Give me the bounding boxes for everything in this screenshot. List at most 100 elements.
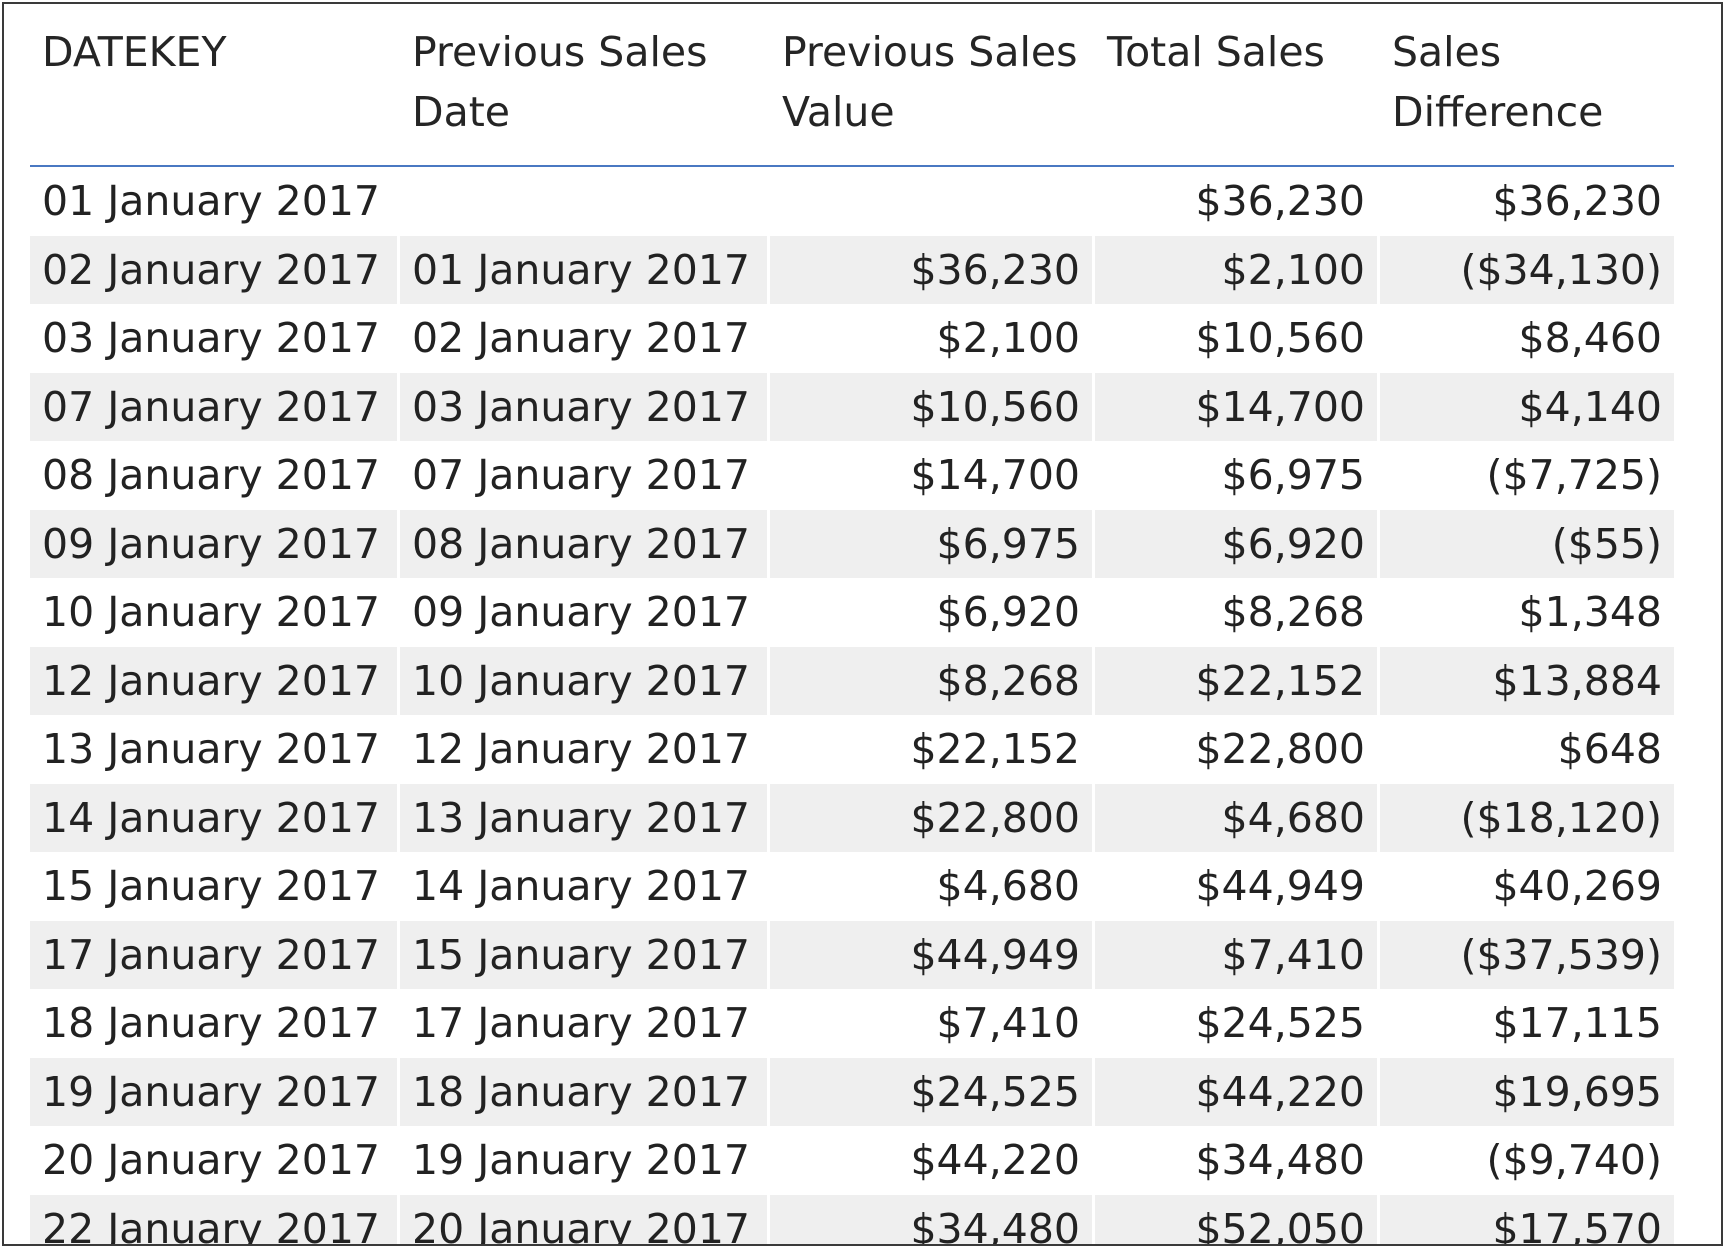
cell-datekey: 03 January 2017 <box>30 304 400 373</box>
cell-total-sales: $22,800 <box>1095 715 1380 784</box>
table-row[interactable]: 03 January 2017 02 January 2017 $2,100 $10,… <box>30 304 1674 373</box>
cell-datekey: 07 January 2017 <box>30 372 400 441</box>
cell-previous-sales-date: 01 January 2017 <box>400 235 770 304</box>
cell-datekey: 10 January 2017 <box>30 578 400 647</box>
cell-previous-sales-date: 10 January 2017 <box>400 646 770 715</box>
table-row[interactable]: 07 January 2017 03 January 2017 $10,560 $14… <box>30 372 1674 441</box>
cell-previous-sales-date: 08 January 2017 <box>400 509 770 578</box>
cell-previous-sales-date: 17 January 2017 <box>400 989 770 1058</box>
cell-total-sales: $22,152 <box>1095 646 1380 715</box>
cell-previous-sales-value: $2,100 <box>770 304 1095 373</box>
cell-datekey: 12 January 2017 <box>30 646 400 715</box>
column-header-previous-sales-date[interactable]: Previous Sales Date <box>412 28 708 136</box>
cell-sales-difference: $36,230 <box>1492 177 1662 225</box>
cell-previous-sales-date: 03 January 2017 <box>400 372 770 441</box>
cell-sales-difference: ($37,539) <box>1460 930 1662 979</box>
cell-sales-difference: $4,140 <box>1518 382 1662 431</box>
cell-total-sales: $2,100 <box>1095 235 1380 304</box>
cell-sales-difference: ($55) <box>1551 519 1662 568</box>
cell-sales-difference: $40,269 <box>1492 862 1662 910</box>
cell-previous-sales-date: 18 January 2017 <box>400 1057 770 1126</box>
cell-datekey: 13 January 2017 <box>30 715 400 784</box>
cell-previous-sales-value: $10,560 <box>770 372 1095 441</box>
cell-datekey: 20 January 2017 <box>30 1126 400 1195</box>
cell-previous-sales-value: $6,920 <box>770 578 1095 647</box>
table-row[interactable]: 20 January 2017 19 January 2017 $44,220 $34… <box>30 1126 1674 1195</box>
table-row[interactable]: 09 January 2017 08 January 2017 $6,975 $6,9… <box>30 509 1674 578</box>
table-row[interactable]: 10 January 2017 09 January 2017 $6,920 $8,2… <box>30 578 1674 647</box>
cell-sales-difference: $8,460 <box>1518 314 1662 362</box>
table-row[interactable]: 18 January 2017 17 January 2017 $7,410 $24,… <box>30 989 1674 1058</box>
cell-sales-difference: $19,695 <box>1492 1067 1662 1116</box>
cell-datekey: 02 January 2017 <box>30 235 400 304</box>
cell-previous-sales-date: 09 January 2017 <box>400 578 770 647</box>
cell-total-sales: $52,050 <box>1095 1194 1380 1244</box>
column-header-previous-sales-value[interactable]: Previous Sales Value <box>782 28 1078 136</box>
table-row[interactable]: 08 January 2017 07 January 2017 $14,700 $6,… <box>30 441 1674 510</box>
cell-sales-difference: $17,115 <box>1492 999 1662 1047</box>
cell-previous-sales-date: 02 January 2017 <box>400 304 770 373</box>
cell-previous-sales-date: 07 January 2017 <box>400 441 770 510</box>
cell-previous-sales-value: $8,268 <box>770 646 1095 715</box>
cell-previous-sales-value: $14,700 <box>770 441 1095 510</box>
cell-datekey: 08 January 2017 <box>30 441 400 510</box>
cell-sales-difference: ($34,130) <box>1460 245 1662 294</box>
cell-previous-sales-date <box>400 167 770 236</box>
cell-datekey: 19 January 2017 <box>30 1057 400 1126</box>
cell-total-sales: $34,480 <box>1095 1126 1380 1195</box>
table-row[interactable]: 15 January 2017 14 January 2017 $4,680 $44,… <box>30 852 1674 921</box>
cell-total-sales: $44,220 <box>1095 1057 1380 1126</box>
cell-previous-sales-date: 13 January 2017 <box>400 783 770 852</box>
cell-sales-difference: $1,348 <box>1518 588 1662 636</box>
table-body: 01 January 2017 $36,230 $36,230 02 January … <box>30 167 1674 1246</box>
table-row[interactable]: 19 January 2017 18 January 2017 $24,525 $44… <box>30 1057 1674 1126</box>
cell-previous-sales-date: 14 January 2017 <box>400 852 770 921</box>
cell-total-sales: $10,560 <box>1095 304 1380 373</box>
column-header-datekey[interactable]: DATEKEY <box>42 28 227 76</box>
cell-total-sales: $6,975 <box>1095 441 1380 510</box>
table-row[interactable]: 17 January 2017 15 January 2017 $44,949 $7,… <box>30 920 1674 989</box>
cell-previous-sales-value: $34,480 <box>770 1194 1095 1244</box>
table-row[interactable]: 14 January 2017 13 January 2017 $22,800 $4,… <box>30 783 1674 852</box>
cell-previous-sales-date: 15 January 2017 <box>400 920 770 989</box>
cell-previous-sales-value: $4,680 <box>770 852 1095 921</box>
cell-previous-sales-value <box>770 167 1095 236</box>
cell-total-sales: $6,920 <box>1095 509 1380 578</box>
cell-previous-sales-value: $22,800 <box>770 783 1095 852</box>
cell-previous-sales-value: $44,220 <box>770 1126 1095 1195</box>
table-row[interactable]: 12 January 2017 10 January 2017 $8,268 $22,… <box>30 646 1674 715</box>
cell-datekey: 18 January 2017 <box>30 989 400 1058</box>
cell-previous-sales-value: $7,410 <box>770 989 1095 1058</box>
cell-sales-difference: ($18,120) <box>1460 793 1662 842</box>
cell-total-sales: $8,268 <box>1095 578 1380 647</box>
table-row[interactable]: 22 January 2017 20 January 2017 $34,480 $52… <box>30 1194 1674 1246</box>
cell-previous-sales-value: $44,949 <box>770 920 1095 989</box>
table-row[interactable]: 01 January 2017 $36,230 $36,230 <box>30 167 1674 236</box>
table-row[interactable]: 02 January 2017 01 January 2017 $36,230 $2,… <box>30 235 1674 304</box>
table-header: DATEKEY Previous Sales Date Previous Sal… <box>30 4 1674 167</box>
cell-total-sales: $36,230 <box>1095 167 1380 236</box>
column-header-sales-difference[interactable]: Sales Difference <box>1392 28 1604 136</box>
cell-total-sales: $44,949 <box>1095 852 1380 921</box>
cell-sales-difference: $648 <box>1557 725 1662 773</box>
cell-previous-sales-value: $36,230 <box>770 235 1095 304</box>
table-row[interactable]: 13 January 2017 12 January 2017 $22,152 $22… <box>30 715 1674 784</box>
cell-sales-difference: ($7,725) <box>1486 451 1662 499</box>
cell-datekey: 17 January 2017 <box>30 920 400 989</box>
cell-total-sales: $4,680 <box>1095 783 1380 852</box>
cell-total-sales: $24,525 <box>1095 989 1380 1058</box>
cell-previous-sales-date: 19 January 2017 <box>400 1126 770 1195</box>
cell-previous-sales-date: 20 January 2017 <box>400 1194 770 1244</box>
cell-total-sales: $14,700 <box>1095 372 1380 441</box>
cell-previous-sales-date: 12 January 2017 <box>400 715 770 784</box>
cell-previous-sales-value: $6,975 <box>770 509 1095 578</box>
column-header-total-sales[interactable]: Total Sales <box>1107 28 1325 76</box>
cell-previous-sales-value: $24,525 <box>770 1057 1095 1126</box>
cell-total-sales: $7,410 <box>1095 920 1380 989</box>
cell-previous-sales-value: $22,152 <box>770 715 1095 784</box>
cell-datekey: 09 January 2017 <box>30 509 400 578</box>
cell-datekey: 14 January 2017 <box>30 783 400 852</box>
cell-sales-difference: ($9,740) <box>1486 1136 1662 1184</box>
cell-sales-difference: $17,570 <box>1492 1204 1662 1246</box>
